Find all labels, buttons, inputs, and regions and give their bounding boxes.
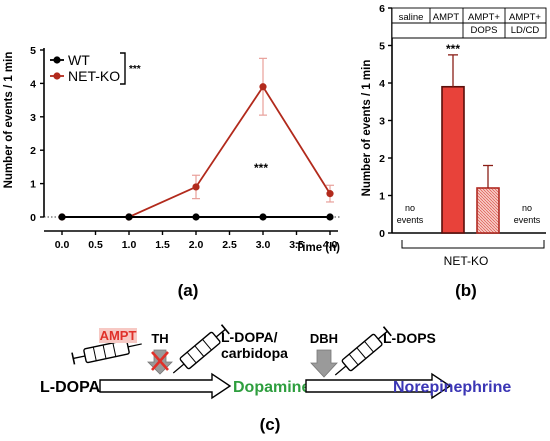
no-events-saline-2: events [397,215,424,225]
legend-wt-marker [53,56,61,64]
no-events-ldcd-1: no [522,203,532,213]
x-tick-label: 2.0 [189,239,204,251]
x-tick-label: 2.5 [222,239,237,251]
ldopa-carbidopa-line1: L-DOPA/ [221,329,278,345]
ldopa-carbidopa-line2: carbidopa [221,345,288,361]
pathway-diagram: AMPT TH L-DOPA/ carbidopa DBH [40,324,511,434]
ampt-syringe-icon [71,339,142,365]
panel-label-c: (c) [260,415,281,434]
ldops-label: L-DOPS [383,330,436,346]
y-tick-label: 3 [379,116,385,128]
x-tick-label: 1.0 [122,239,137,251]
panel-label-b: (b) [455,281,477,300]
y-tick-label: 6 [379,3,385,15]
x-tick-label: 3.0 [256,239,271,251]
x-tick-label: 0.5 [88,239,103,251]
group-bracket [401,240,545,249]
dbh-arrow-icon [310,349,338,378]
legend-netko-label: NET-KO [68,68,120,84]
data-point-wt [192,213,200,221]
norepinephrine-label: Norepinephrine [393,379,511,396]
category-ampt-dops-2: DOPS [471,25,498,36]
pathway-arrow-1 [99,372,232,400]
data-point-netko [326,190,334,198]
pathway-arrow-2 [305,372,452,400]
ldopa-syringe-icon [172,324,230,374]
category-header: saline AMPT AMPT+ DOPS AMPT+ LD/CD [391,7,547,39]
data-point-wt [58,213,66,221]
legend-wt-label: WT [68,52,90,68]
data-point-wt [125,213,133,221]
inhibition-x-icon [151,351,169,371]
y-tick-label: 5 [379,41,385,53]
peak-significance: *** [254,161,268,175]
panel-label-a: (a) [178,281,199,300]
group-label: NET-KO [444,254,489,268]
th-label: TH [151,331,168,346]
bar-significance: *** [446,42,460,56]
y-tick-label: 4 [379,78,385,90]
category-ampt-dops-1: AMPT+ [468,12,500,23]
line-chart-xlabel: Time (h) [295,242,340,254]
ldops-syringe-icon [334,326,392,376]
dopamine-label: Dopamine [233,379,310,396]
x-tick-label: 1.5 [155,239,170,251]
no-events-saline-1: no [405,203,415,213]
category-ampt-ldcd-2: LD/CD [511,25,540,36]
ampt-label: AMPT [100,328,137,343]
y-tick-label: 2 [30,145,36,157]
y-tick-label: 4 [30,78,36,90]
x-tick-label: 0.0 [55,239,70,251]
x-tick-label: 4.0 [323,239,338,251]
y-tick-label: 0 [30,212,36,224]
category-ampt-ldcd-1: AMPT+ [509,12,541,23]
x-tick-label: 3.5 [289,239,304,251]
category-ampt: AMPT [433,12,460,23]
no-events-ldcd-2: events [514,215,541,225]
line-chart: Number of events / 1 min 0 1 2 3 4 5 0.0 0.5 1.… [3,45,340,300]
line-chart-ylabel: Number of events / 1 min [3,52,15,189]
bar-2 [441,85,465,234]
bar-chart-ylabel: Number of events / 1 min [361,60,373,197]
ampt-label-box [99,328,137,343]
y-tick-label: 1 [30,179,36,191]
ldopa-label: L-DOPA [40,379,101,396]
legend-netko-marker [53,72,61,80]
y-tick-label: 1 [379,191,385,203]
data-point-netko [259,83,267,91]
y-tick-label: 5 [30,45,36,57]
dbh-label: DBH [310,331,338,346]
bar-3 [476,187,500,234]
category-saline: saline [399,12,424,23]
y-tick-label: 0 [379,228,385,240]
y-tick-label: 2 [379,153,385,165]
legend-significance: *** [129,64,141,75]
line-chart-legend: WT NET-KO *** [50,52,141,85]
data-point-wt [259,213,267,221]
data-point-wt [326,213,334,221]
data-point-netko [192,183,200,191]
y-tick-label: 3 [30,112,36,124]
bar-chart: Number of events / 1 min 0 1 2 3 4 5 6 saline … [361,3,547,300]
